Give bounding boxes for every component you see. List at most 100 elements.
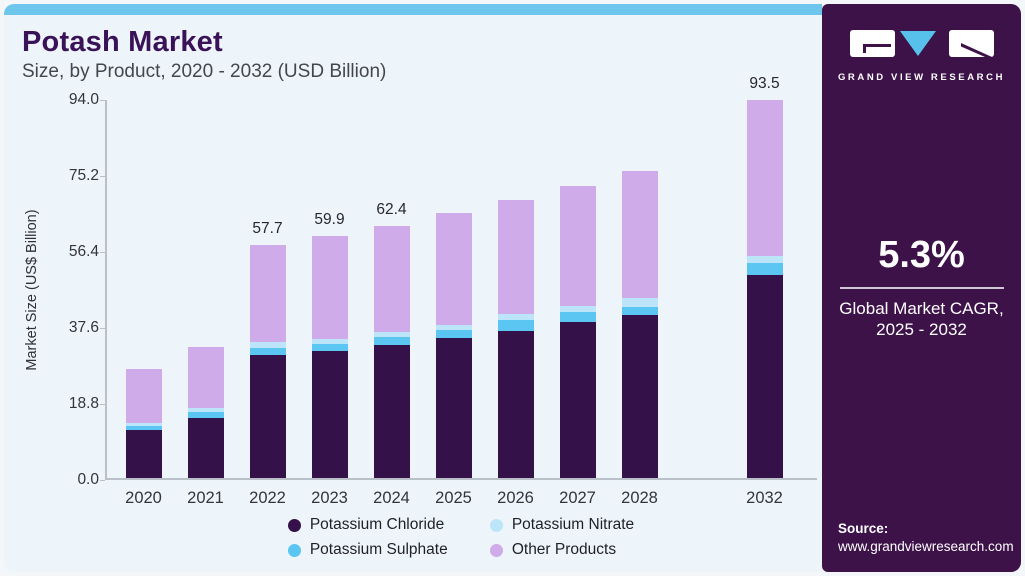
bar-segment-2032-potassium-nitrate [746,255,783,263]
logo-r-mark [960,43,992,57]
y-tick-label: 18.8 [68,395,99,412]
bar-segment-2024-other-products [373,225,410,332]
bar-segment-2021-potassium-chloride [187,418,224,478]
bar-segment-2020-potassium-chloride [125,429,162,478]
bar-segment-2025-other-products [435,213,472,325]
bar-segment-2032-potassium-sulphate [746,262,783,276]
bar-segment-2026-potassium-sulphate [497,319,534,332]
bar-stack-2023 [311,235,348,478]
y-tick-mark [100,327,105,329]
top-accent-strip [4,4,822,15]
legend: Potassium Chloride Potassium Nitrate Potas… [105,516,817,559]
bar-stack-2020 [125,368,162,478]
bar-segment-2026-potassium-chloride [497,331,534,478]
legend-item-other-products: Other Products [489,541,634,559]
bar-stack-2027 [559,185,596,478]
bar-segment-2027-potassium-sulphate [559,311,596,323]
legend-swatch-icon [287,543,301,557]
x-tick-label-2021: 2021 [187,489,224,507]
bar-stack-2024 [373,225,410,478]
brand-name: GRAND VIEW RESEARCH [837,72,1006,83]
y-tick-mark [100,479,105,481]
bar-segment-2025-potassium-sulphate [435,330,472,339]
bar-stack-2022 [249,244,286,478]
x-tick-label-2028: 2028 [621,489,658,507]
bar-value-label-2024: 62.4 [376,200,407,218]
x-tick-label-2025: 2025 [435,489,472,507]
x-tick-label-2023: 2023 [311,489,348,507]
bar-segment-2028-potassium-nitrate [621,298,658,307]
x-tick-label-2032: 2032 [746,489,783,507]
cagr-caption-line1: Global Market CAGR, [839,298,1004,318]
bar-value-label-2032: 93.5 [749,75,780,93]
legend-item-potassium-nitrate: Potassium Nitrate [489,516,635,534]
bar-segment-2026-other-products [497,199,534,315]
bar-segment-2022-potassium-nitrate [249,342,286,348]
bar-segment-2032-other-products [746,100,783,256]
bar-stack-2025 [435,213,472,478]
bar-segment-2023-other-products [311,235,348,339]
bar-segment-2028-other-products [621,170,658,299]
cagr-block: 5.3% Global Market CAGR, 2025 - 2032 [822,234,1021,340]
legend-label: Potassium Sulphate [309,541,448,558]
bar-value-label-2022: 57.7 [252,219,283,237]
legend-swatch-icon [489,543,503,557]
legend-item-potassium-chloride: Potassium Chloride [287,516,490,534]
y-tick-label: 75.2 [68,167,99,184]
bar-segment-2024-potassium-nitrate [373,331,410,337]
y-tick-label: 94.0 [68,91,99,108]
bar-segment-2028-potassium-chloride [621,315,658,478]
bar-segment-2027-potassium-chloride [559,322,596,478]
source-block: Source: www.grandviewresearch.com [838,521,1014,554]
logo-v-icon [899,31,936,56]
gvr-logo-icon [849,30,994,57]
bar-value-label-2023: 59.9 [314,210,345,228]
bar-segment-2021-other-products [187,347,224,409]
legend-swatch-icon [489,518,503,532]
bar-segment-2026-potassium-nitrate [497,314,534,320]
bar-segment-2020-potassium-nitrate [125,422,162,427]
bar-segment-2021-potassium-nitrate [187,408,224,413]
x-tick-label-2022: 2022 [249,489,286,507]
bar-segment-2027-potassium-nitrate [559,306,596,312]
bar-segment-2022-other-products [249,244,286,343]
legend-swatch-icon [287,518,301,532]
bar-stack-2026 [497,199,534,478]
y-axis-title: Market Size (US$ Billion) [24,209,40,371]
page-subtitle: Size, by Product, 2020 - 2032 (USD Billi… [22,61,387,82]
bar-segment-2025-potassium-nitrate [435,324,472,331]
bar-segment-2028-potassium-sulphate [621,306,658,316]
legend-label: Other Products [511,541,617,558]
y-tick-label: 0.0 [77,471,99,488]
bar-segment-2020-other-products [125,368,162,423]
bar-segment-2024-potassium-chloride [373,345,410,478]
bar-segment-2023-potassium-chloride [311,350,348,478]
logo-r-tile [948,30,994,57]
bar-segment-2023-potassium-nitrate [311,338,348,345]
bar-stack-2021 [187,347,224,478]
y-tick-mark [100,403,105,405]
logo-g-mark [862,44,891,53]
cagr-caption-line2: 2025 - 2032 [876,319,967,339]
legend-label: Potassium Nitrate [511,516,635,533]
y-tick-mark [100,99,105,101]
bar-stack-2032 [746,100,783,478]
bar-segment-2021-potassium-sulphate [187,412,224,419]
page-title: Potash Market [22,26,223,58]
bar-segment-2020-potassium-sulphate [125,426,162,430]
y-tick-label: 56.4 [68,243,99,260]
bar-segment-2022-potassium-chloride [249,354,286,478]
source-url[interactable]: www.grandviewresearch.com [838,539,1014,554]
x-tick-label-2026: 2026 [497,489,534,507]
bar-segment-2024-potassium-sulphate [373,336,410,346]
bar-segment-2027-other-products [559,185,596,307]
logo-g-tile [849,30,895,57]
legend-label: Potassium Chloride [309,516,445,533]
bar-segment-2022-potassium-sulphate [249,347,286,355]
bar-segment-2025-potassium-chloride [435,338,472,478]
plot-area: 94.0 75.2 56.4 37.6 18.8 0.0 2020 2021 2022 57.7 2… [69,75,817,507]
bar-segment-2032-potassium-chloride [746,275,783,478]
cagr-value: 5.3% [878,234,965,276]
y-tick-label: 37.6 [68,319,99,336]
brand-logo-block: GRAND VIEW RESEARCH [822,30,1021,83]
